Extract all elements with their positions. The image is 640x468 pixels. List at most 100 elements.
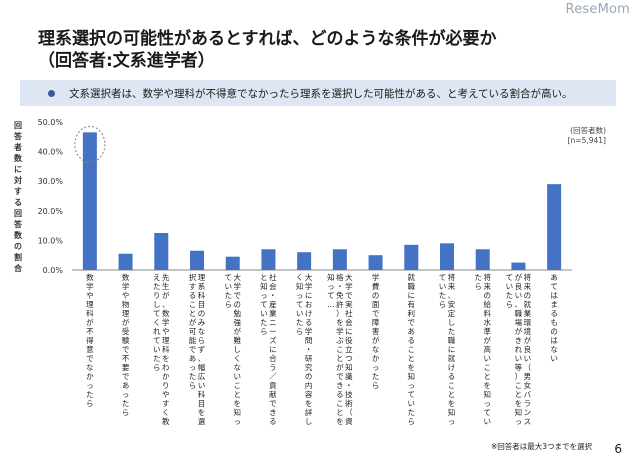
category-label-char: で [233, 291, 241, 300]
category-label-char: た [506, 291, 514, 300]
y-axis-label-char: 割 [14, 252, 22, 262]
category-label-char: お [305, 300, 313, 309]
category-label-char: と [408, 354, 416, 363]
category-label-char: つ [345, 354, 353, 363]
category-label-char: て [550, 282, 558, 291]
y-axis-label-char: す [14, 187, 22, 196]
category-label-char: か [372, 354, 380, 363]
category-label-char: や [162, 327, 170, 336]
category-label-char: 数 [122, 272, 130, 282]
category-label-char: ら [296, 327, 304, 336]
category-label-char: 知 [483, 389, 491, 399]
category-label-char: 女 [524, 380, 532, 390]
category-label-char: 知 [448, 407, 456, 417]
category-label-char: を [483, 381, 491, 390]
category-label-char: 就 [408, 272, 416, 282]
category-label-char: 知 [260, 281, 268, 291]
category-label-char: た [439, 291, 447, 300]
category-label-char: 会 [269, 281, 277, 291]
category-label-char: 業 [269, 308, 277, 318]
category-label-char: っ [260, 291, 268, 300]
category-label-char: な [550, 345, 558, 354]
category-label-char: う [269, 363, 277, 372]
category-label-char: ら [506, 300, 514, 309]
bullet-icon [48, 89, 55, 97]
y-tick-label: 20.0% [38, 207, 64, 216]
category-label-char: を [198, 408, 206, 417]
category-label-char: ズ [269, 335, 277, 345]
category-label-char: て [153, 309, 161, 318]
y-axis-label-char: 数 [14, 153, 23, 163]
category-label-char: 立 [345, 344, 353, 354]
bar [404, 244, 419, 270]
category-label-char: い [153, 345, 161, 354]
category-label-char: ） [336, 309, 344, 318]
y-axis-label-char: 数 [14, 230, 23, 240]
category-label-char: と [233, 390, 241, 399]
category-label-char: 将 [524, 272, 532, 282]
category-label-char: 業 [524, 308, 532, 318]
category-label-char: っ [189, 363, 197, 372]
category-label-char: 安 [448, 299, 456, 309]
category-label-char: く [233, 354, 241, 363]
category-label-char: っ [372, 363, 380, 372]
category-label-char: 、 [448, 291, 456, 300]
category-label-char: い [296, 309, 304, 318]
category-label-char: 数 [86, 272, 94, 282]
category-label-char: て [224, 273, 232, 282]
category-label-char: た [153, 282, 161, 291]
respondents-label: (回答者数) [570, 125, 606, 135]
category-label-char: た [372, 372, 380, 381]
category-label-char: 勉 [233, 308, 241, 318]
category-label-char: な [233, 363, 241, 372]
category-label-char: 就 [524, 299, 532, 309]
category-label-char: で [345, 291, 353, 300]
category-label-char: 免 [336, 290, 344, 300]
category-label-char: た [448, 327, 456, 336]
category-label-char: ー [269, 327, 277, 336]
highlight-ellipse [74, 125, 106, 163]
category-label-char: 能 [189, 335, 197, 345]
category-label-char: い [515, 354, 523, 363]
category-label-char: た [86, 390, 94, 399]
category-label-char: を [448, 399, 456, 408]
category-label-char: 幅 [198, 362, 206, 372]
bar [440, 243, 454, 270]
category-label-char: 実 [345, 299, 353, 309]
category-label: 大学で実社会に役立つ知識・技術（資格・免許）を学ぶことができることを知って… [327, 272, 353, 426]
category-label-char: 技 [345, 389, 353, 399]
category-label-char: こ [448, 381, 456, 390]
category-label-char: 大 [233, 272, 241, 282]
y-axis-label-char: る [14, 198, 22, 207]
category-label-char: い [550, 354, 558, 363]
category-label-char: 来 [483, 282, 491, 291]
category-label-char: る [305, 318, 313, 327]
category-label-char: が [515, 326, 523, 336]
category-label-char: ず [198, 344, 206, 354]
category-label-char: い [408, 399, 416, 408]
y-axis-label-char: の [14, 242, 22, 251]
category-label-char: 学 [162, 317, 170, 327]
category-label-char: こ [408, 345, 416, 354]
bar [511, 262, 526, 270]
category-label-char: 、 [515, 300, 523, 309]
category-label-char: ら [408, 417, 416, 426]
category-label-char: て [260, 300, 268, 309]
category-label-char: ら [189, 381, 197, 390]
y-tick-label: 10.0% [38, 236, 64, 245]
category-label-char: っ [296, 291, 304, 300]
category-label-char: れ [153, 327, 161, 336]
category-label-char: 格 [336, 272, 344, 282]
bar [190, 250, 204, 270]
category-label-char: を [336, 318, 344, 327]
category-label-char: 学 [336, 326, 344, 336]
category-label-char: ラ [524, 399, 532, 408]
category-label-char: や [122, 291, 130, 300]
category-label-char: こ [233, 381, 241, 390]
category-label-char: 理 [198, 273, 206, 282]
category-label-char: た [296, 318, 304, 327]
category-label-char: が [336, 362, 344, 372]
category-label-char: 容 [305, 389, 313, 399]
